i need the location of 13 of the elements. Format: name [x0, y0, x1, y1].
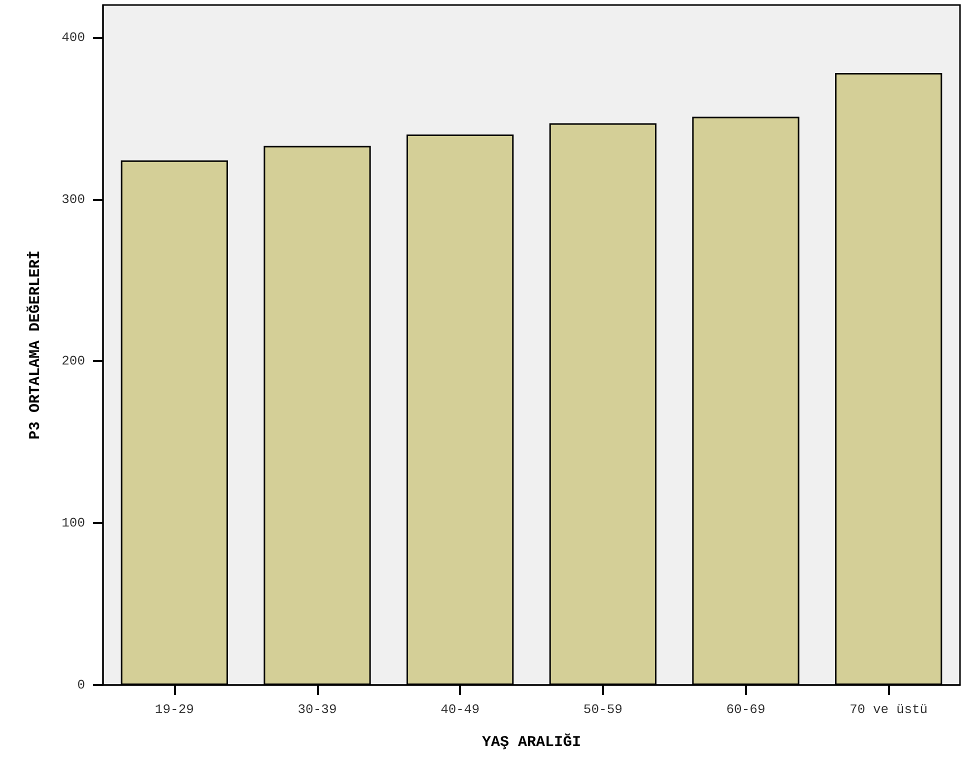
- x-tick-label: 30-39: [298, 702, 337, 717]
- x-tick-label: 70 ve üstü: [850, 702, 928, 717]
- y-tick-label: 0: [77, 678, 85, 692]
- y-tick-label: 400: [62, 30, 85, 45]
- y-tick-label: 200: [62, 354, 85, 369]
- x-tick-label: 40-49: [440, 702, 480, 717]
- x-axis-title: YAŞ ARALIĞI: [482, 733, 582, 751]
- x-tick-label: 19-29: [154, 702, 194, 717]
- x-tick-label: 60-69: [726, 702, 766, 717]
- y-axis-title: P3 ORTALAMA DEĞERLERİ: [26, 250, 44, 440]
- y-tick-label: 100: [62, 516, 85, 531]
- x-tick-label: 50-59: [583, 702, 622, 717]
- y-tick-label: 300: [62, 192, 85, 207]
